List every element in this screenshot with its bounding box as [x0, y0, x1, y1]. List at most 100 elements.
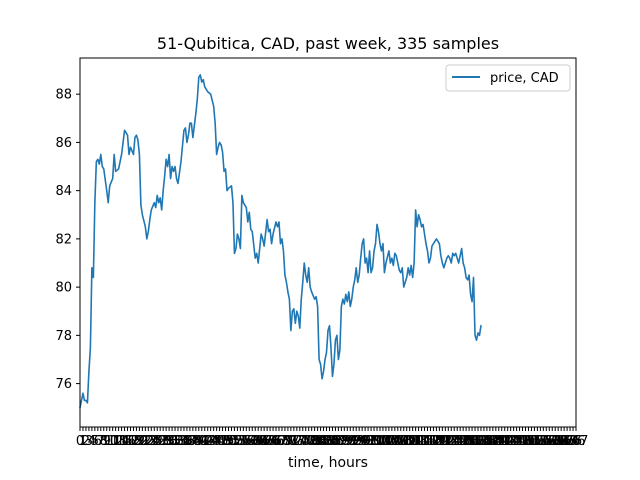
x-tick-label: 105: [379, 434, 404, 449]
x-tick-label: 154: [525, 434, 550, 449]
x-tick-label: 103: [374, 434, 399, 449]
y-tick-label: 84: [55, 184, 72, 199]
x-tick-label: 156: [531, 434, 556, 449]
x-tick-label: 15: [116, 434, 133, 449]
x-tick-label: 97: [360, 434, 377, 449]
x-tick-label: 8: [100, 434, 108, 449]
x-tick-label: 4: [88, 434, 96, 449]
x-tick-label: 144: [495, 434, 520, 449]
x-tick-label: 142: [489, 434, 514, 449]
x-tick-label: 95: [354, 434, 371, 449]
x-tick-label: 128: [448, 434, 473, 449]
x-tick-label: 12: [107, 434, 124, 449]
x-tick-label: 78: [303, 434, 320, 449]
x-tick-label: 5: [91, 434, 99, 449]
x-tick-label: 136: [472, 434, 497, 449]
legend-entry-price-cad: price, CAD: [490, 71, 559, 86]
x-tick-label: 91: [342, 434, 359, 449]
x-tick-label: 130: [454, 434, 479, 449]
x-tick-label: 47: [211, 434, 228, 449]
x-tick-label: 129: [451, 434, 476, 449]
x-tick-label: 25: [146, 434, 163, 449]
x-tick-label: 42: [196, 434, 213, 449]
axes-frame: [79, 57, 577, 428]
x-tick-label: 66: [268, 434, 285, 449]
x-tick-label: 21: [134, 434, 151, 449]
x-tick-label: 77: [300, 434, 317, 449]
x-tick-label: 58: [244, 434, 261, 449]
x-tick-label: 161: [546, 434, 571, 449]
x-tick-label: 61: [253, 434, 270, 449]
x-tick-label: 9: [103, 434, 111, 449]
x-tick-label: 111: [397, 434, 422, 449]
x-tick-label: 36: [179, 434, 196, 449]
x-tick-label: 14: [113, 434, 130, 449]
x-tick-label: 6: [94, 434, 102, 449]
x-tick-label: 120: [424, 434, 449, 449]
x-tick-label: 133: [463, 434, 488, 449]
x-tick-label: 19: [128, 434, 145, 449]
x-tick-label: 31: [164, 434, 181, 449]
x-tick-label: 93: [348, 434, 365, 449]
x-tick-label: 40: [191, 434, 208, 449]
x-tick-label: 112: [400, 434, 425, 449]
x-tick-label: 115: [409, 434, 434, 449]
x-tick-label: 107: [385, 434, 410, 449]
x-tick-label: 16: [119, 434, 136, 449]
x-tick-label: 108: [388, 434, 413, 449]
x-tick-label: 89: [336, 434, 353, 449]
series-line-price-cad: [79, 74, 482, 409]
x-tick-label: 74: [292, 434, 309, 449]
x-tick-label: 98: [363, 434, 380, 449]
x-tick-label: 135: [469, 434, 494, 449]
x-tick-label: 32: [167, 434, 184, 449]
x-tick-label: 94: [351, 434, 368, 449]
x-tick-label: 76: [297, 434, 314, 449]
x-tick-label: 109: [391, 434, 416, 449]
x-tick-label: 27: [152, 434, 169, 449]
x-tick-label: 7: [97, 434, 105, 449]
x-tick-label: 18: [125, 434, 142, 449]
x-tick-label: 147: [504, 434, 529, 449]
x-tick-label: 131: [457, 434, 482, 449]
x-tick-label: 114: [406, 434, 431, 449]
x-tick-label: 59: [247, 434, 264, 449]
x-tick-label: 99: [366, 434, 383, 449]
x-tick-label: 44: [202, 434, 219, 449]
chart-title: 51-Qubitica, CAD, past week, 335 samples: [157, 34, 499, 53]
x-tick-label: 138: [477, 434, 502, 449]
x-tick-label: 13: [110, 434, 127, 449]
x-tick-label: 117: [415, 434, 440, 449]
x-tick-label: 46: [208, 434, 225, 449]
x-tick-label: 134: [466, 434, 491, 449]
x-tick-label: 60: [250, 434, 267, 449]
x-tick-label: 63: [259, 434, 276, 449]
x-tick-label: 132: [460, 434, 485, 449]
x-tick-label: 86: [327, 434, 344, 449]
x-tick-label: 73: [289, 434, 306, 449]
x-tick-label: 113: [403, 434, 428, 449]
x-tick-label: 68: [274, 434, 291, 449]
x-tick-label: 159: [540, 434, 565, 449]
x-tick-label: 3: [85, 434, 93, 449]
x-tick-label: 124: [436, 434, 461, 449]
x-tick-label: 102: [371, 434, 396, 449]
x-tick-label: 110: [394, 434, 419, 449]
x-tick-label: 87: [330, 434, 347, 449]
plot-area: 7678808284868801234567891011121314151617…: [55, 57, 588, 449]
x-tick-label: 160: [543, 434, 568, 449]
x-tick-label: 88: [333, 434, 350, 449]
x-tick-label: 39: [188, 434, 205, 449]
x-tick-label: 17: [122, 434, 139, 449]
x-tick-label: 137: [474, 434, 499, 449]
x-tick-label: 65: [265, 434, 282, 449]
y-tick-label: 82: [55, 232, 72, 247]
x-tick-label: 70: [280, 434, 297, 449]
x-tick-label: 35: [176, 434, 193, 449]
x-tick-label: 28: [155, 434, 172, 449]
x-tick-label: 11: [104, 434, 121, 449]
x-tick-label: 158: [537, 434, 562, 449]
x-tick-label: 33: [170, 434, 187, 449]
x-tick-label: 75: [294, 434, 311, 449]
x-tick-label: 119: [421, 434, 446, 449]
